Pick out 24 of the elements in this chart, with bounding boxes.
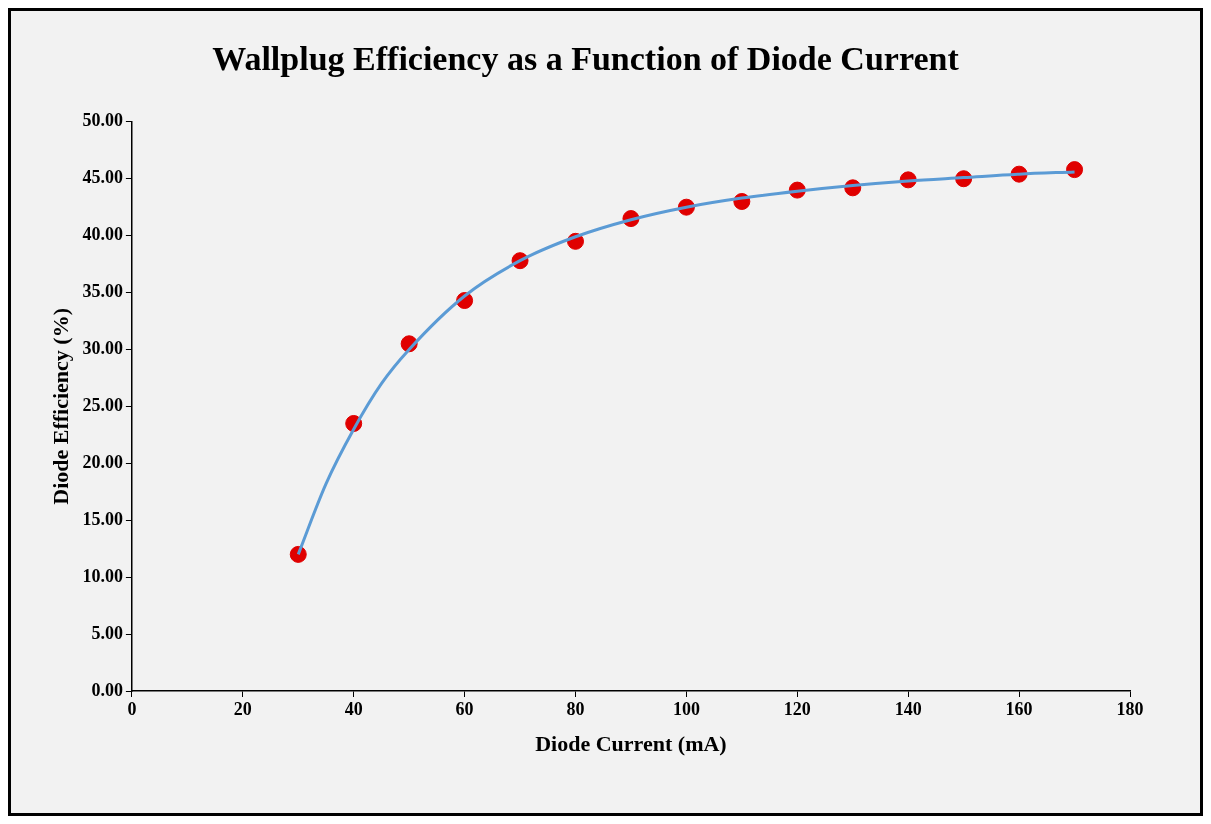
x-tick-label: 80 <box>566 699 585 720</box>
y-tick-label: 5.00 <box>91 622 123 643</box>
chart-title: Wallplug Efficiency as a Function of Diode Current <box>212 40 960 78</box>
y-tick-label: 10.00 <box>82 565 123 586</box>
x-tick-label: 100 <box>672 699 700 720</box>
x-tick-label: 60 <box>455 699 474 720</box>
y-tick-label: 15.00 <box>82 508 123 529</box>
y-tick-label: 20.00 <box>82 451 123 472</box>
x-tick-label: 40 <box>344 699 363 720</box>
y-tick-label: 0.00 <box>91 679 123 700</box>
x-tick-label: 120 <box>783 699 811 720</box>
y-tick-label: 45.00 <box>82 167 123 188</box>
y-tick-label: 30.00 <box>82 338 123 359</box>
y-tick-label: 50.00 <box>82 110 123 131</box>
y-tick-label: 25.00 <box>82 395 123 416</box>
y-tick-label: 35.00 <box>82 281 123 302</box>
x-axis-title: Diode Current (mA) <box>535 731 727 757</box>
x-tick-label: 160 <box>1005 699 1033 720</box>
y-tick-label: 40.00 <box>82 224 123 245</box>
x-tick-label: 180 <box>1116 699 1144 720</box>
x-tick-label: 0 <box>127 699 137 720</box>
y-axis-title: Diode Efficiency (%) <box>47 308 73 505</box>
x-tick-label: 20 <box>233 699 252 720</box>
x-tick-label: 140 <box>894 699 922 720</box>
